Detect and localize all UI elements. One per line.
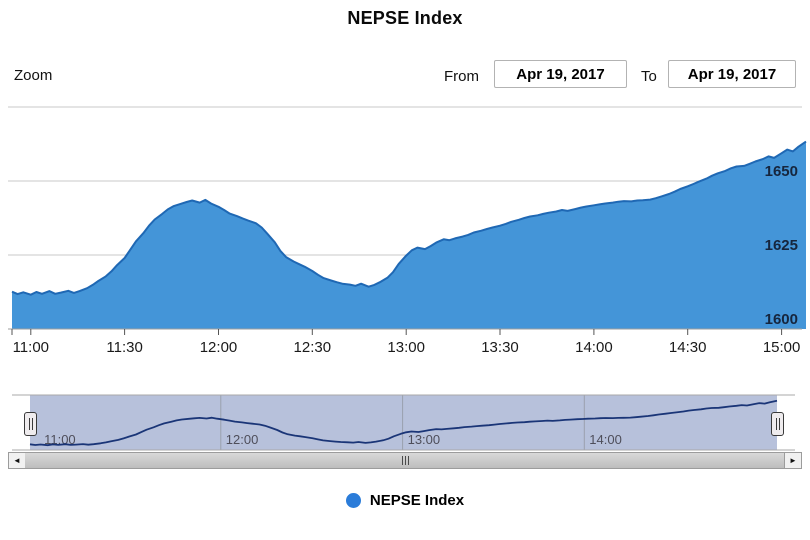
grip-lines-icon: [28, 418, 30, 430]
svg-text:11:00: 11:00: [44, 432, 76, 447]
svg-text:15:00: 15:00: [763, 339, 801, 356]
svg-text:12:30: 12:30: [294, 339, 332, 356]
main-x-axis: [8, 328, 802, 335]
from-label: From: [444, 68, 479, 85]
main-y-axis-labels: 1600 1625 1650: [765, 163, 798, 328]
from-date-input[interactable]: [494, 60, 627, 88]
navigator-outline: [12, 394, 795, 451]
svg-text:11:30: 11:30: [106, 339, 142, 356]
legend-label: NEPSE Index: [369, 492, 465, 509]
navigator-scrollbar-track[interactable]: ◄ ►: [8, 452, 802, 469]
svg-text:14:30: 14:30: [669, 339, 707, 356]
navigator-x-labels: 11:00 12:00 13:00 14:00: [44, 432, 622, 447]
svg-text:12:00: 12:00: [226, 432, 259, 447]
left-arrow-icon: ◄: [13, 456, 21, 465]
right-arrow-icon: ►: [789, 456, 797, 465]
main-area-series: [11, 140, 807, 329]
scrollbar-right-arrow-button[interactable]: ►: [784, 453, 801, 468]
grip-lines-icon: [775, 418, 777, 430]
navigator-mask[interactable]: [30, 395, 777, 450]
svg-text:14:00: 14:00: [589, 432, 622, 447]
navigator-series: [29, 399, 778, 447]
main-x-axis-labels: 11:00 11:30 12:00 12:30 13:00 13:30 14:00 14:30…: [13, 339, 801, 356]
svg-text:13:30: 13:30: [481, 339, 519, 356]
grip-rifles-icon: [401, 456, 403, 465]
navigator-left-handle[interactable]: [24, 412, 37, 436]
svg-text:1625: 1625: [765, 237, 798, 254]
scrollbar-left-arrow-button[interactable]: ◄: [9, 453, 26, 468]
legend-marker-icon: [345, 493, 361, 508]
page-title: NEPSE Index: [347, 8, 463, 28]
navigator-right-handle[interactable]: [771, 412, 784, 436]
legend-item-nepse-index[interactable]: NEPSE Index: [0, 492, 810, 509]
svg-text:11:00: 11:00: [13, 339, 49, 356]
scrollbar-thumb[interactable]: [25, 453, 785, 468]
svg-text:14:00: 14:00: [575, 339, 613, 356]
zoom-label: Zoom: [14, 67, 53, 84]
svg-text:13:00: 13:00: [408, 432, 441, 447]
svg-text:1650: 1650: [765, 163, 798, 180]
svg-text:13:00: 13:00: [387, 339, 425, 356]
navigator-gridlines: [220, 395, 585, 450]
to-date-input[interactable]: [668, 60, 796, 88]
to-label: To: [641, 68, 657, 85]
svg-text:1600: 1600: [765, 311, 798, 328]
svg-text:12:00: 12:00: [200, 339, 238, 356]
